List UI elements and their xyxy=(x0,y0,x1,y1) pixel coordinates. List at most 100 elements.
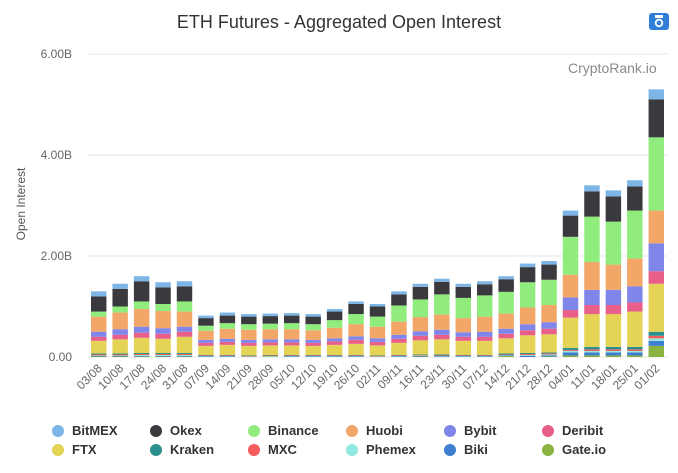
legend-item-huobi[interactable]: Huobi xyxy=(346,421,444,440)
bar-segment-kraken xyxy=(284,354,300,356)
camera-icon[interactable] xyxy=(649,13,669,30)
bar-segment-ftx xyxy=(219,344,236,355)
bar-segment-okex xyxy=(627,186,643,211)
bar-segment-mxc xyxy=(348,355,364,356)
bar-segment-bybit xyxy=(584,289,600,305)
bar-segment-deribit xyxy=(627,302,643,312)
chart-title: ETH Futures - Aggregated Open Interest xyxy=(176,12,502,32)
bar-segment-phemex xyxy=(584,350,600,353)
bar-segment-biki xyxy=(155,355,171,357)
legend-item-kraken[interactable]: Kraken xyxy=(150,440,248,459)
bar-segment-gateio xyxy=(605,355,622,357)
legend-item-deribit[interactable]: Deribit xyxy=(542,421,640,440)
bar-segment-okex xyxy=(584,191,600,217)
bar-segment-biki xyxy=(455,356,471,357)
bar-segment-biki xyxy=(605,352,622,356)
bar-segment-phemex xyxy=(477,355,493,357)
bar-segment-biki xyxy=(112,355,128,357)
bar-segment-phemex xyxy=(155,354,171,356)
bar-segment-binance xyxy=(391,305,407,322)
bar-segment-okex xyxy=(455,286,471,298)
bar-segment-bitmex xyxy=(455,283,471,287)
bar-segment-mxc xyxy=(605,349,622,351)
bar-segment-phemex xyxy=(305,355,321,357)
bar-segment-mxc xyxy=(284,355,300,356)
bar-segment-bitmex xyxy=(562,210,579,216)
bar-segment-bybit xyxy=(605,289,622,305)
bar-segment-biki xyxy=(326,356,343,357)
bar-segment-ftx xyxy=(584,314,600,347)
bar-segment-binance xyxy=(176,301,193,312)
watermark: CryptoRank.io xyxy=(568,60,657,76)
bar-segment-biki xyxy=(176,355,193,357)
bar-segment-ftx xyxy=(391,342,407,355)
bar-segment-deribit xyxy=(326,341,343,345)
bar-segment-phemex xyxy=(198,355,214,357)
legend-item-binance[interactable]: Binance xyxy=(248,421,346,440)
bar-segment-phemex xyxy=(605,350,622,353)
bar-segment-kraken xyxy=(605,346,622,350)
legend-item-mxc[interactable]: MXC xyxy=(248,440,346,459)
bar-segment-huobi xyxy=(605,264,622,290)
bar-segment-binance xyxy=(455,297,471,319)
y-tick-label: 4.00B xyxy=(41,148,72,162)
bar-segment-bybit xyxy=(305,339,321,343)
bar-segment-binance xyxy=(133,301,150,310)
bar-segment-ftx xyxy=(562,317,579,348)
bar-segment-bitmex xyxy=(241,314,257,317)
bar-segment-phemex xyxy=(434,355,450,357)
bar-segment-deribit xyxy=(284,342,300,346)
legend-label: Phemex xyxy=(366,442,416,457)
bar-segment-huobi xyxy=(519,307,536,325)
bar-segment-binance xyxy=(91,311,107,317)
bar-segment-phemex xyxy=(541,354,557,356)
legend-item-okex[interactable]: Okex xyxy=(150,421,248,440)
bar-segment-deribit xyxy=(155,333,171,339)
bar-segment-mxc xyxy=(155,353,171,355)
bar-segment-kraken xyxy=(477,354,493,356)
bar-segment-deribit xyxy=(348,339,364,344)
bar-segment-kraken xyxy=(198,354,214,356)
bar-segment-biki xyxy=(219,356,236,357)
bar-segment-gateio xyxy=(133,356,150,357)
bar-segment-deribit xyxy=(369,341,386,346)
bar-segment-okex xyxy=(326,311,343,321)
bar-segment-kraken xyxy=(627,346,643,350)
legend-item-phemex[interactable]: Phemex xyxy=(346,440,444,459)
legend-dot xyxy=(542,443,554,456)
bar-segment-mxc xyxy=(369,355,386,357)
legend-label: Gate.io xyxy=(562,442,607,457)
bar-segment-bitmex xyxy=(305,314,321,317)
bar-segment-deribit xyxy=(198,342,214,346)
bar-segment-okex xyxy=(348,303,364,315)
bar-segment-mxc xyxy=(305,355,321,356)
bar-segment-bybit xyxy=(498,328,514,334)
bar-segment-bybit xyxy=(455,332,471,337)
bar-segment-phemex xyxy=(219,355,236,357)
bar-segment-bitmex xyxy=(627,180,643,187)
bar-segment-kraken xyxy=(498,353,514,355)
bar-segment-huobi xyxy=(627,258,643,287)
legend-item-bitmex[interactable]: BitMEX xyxy=(52,421,150,440)
bar-segment-phemex xyxy=(369,356,386,357)
legend-item-biki[interactable]: Biki xyxy=(444,440,542,459)
bar-segment-bitmex xyxy=(412,283,429,287)
legend-item-bybit[interactable]: Bybit xyxy=(444,421,542,440)
bar-segment-bitmex xyxy=(369,303,386,307)
bar-segment-mxc xyxy=(176,353,193,355)
bar-segment-deribit xyxy=(241,342,257,346)
legend-dot xyxy=(444,443,456,456)
legend-item-ftx[interactable]: FTX xyxy=(52,440,150,459)
bar-segment-phemex xyxy=(455,355,471,357)
bar-segment-huobi xyxy=(498,313,514,329)
legend-dot xyxy=(444,424,456,437)
bar-segment-ftx xyxy=(648,283,664,332)
bar-segment-ftx xyxy=(155,338,171,353)
bar-segment-kraken xyxy=(241,355,257,356)
bar-segment-phemex xyxy=(176,354,193,356)
bar-segment-bybit xyxy=(562,297,579,311)
bar-segment-bitmex xyxy=(198,315,214,319)
bar-segment-gateio xyxy=(541,356,557,357)
legend-item-gateio[interactable]: Gate.io xyxy=(542,440,640,459)
bar-segment-biki xyxy=(391,356,407,357)
